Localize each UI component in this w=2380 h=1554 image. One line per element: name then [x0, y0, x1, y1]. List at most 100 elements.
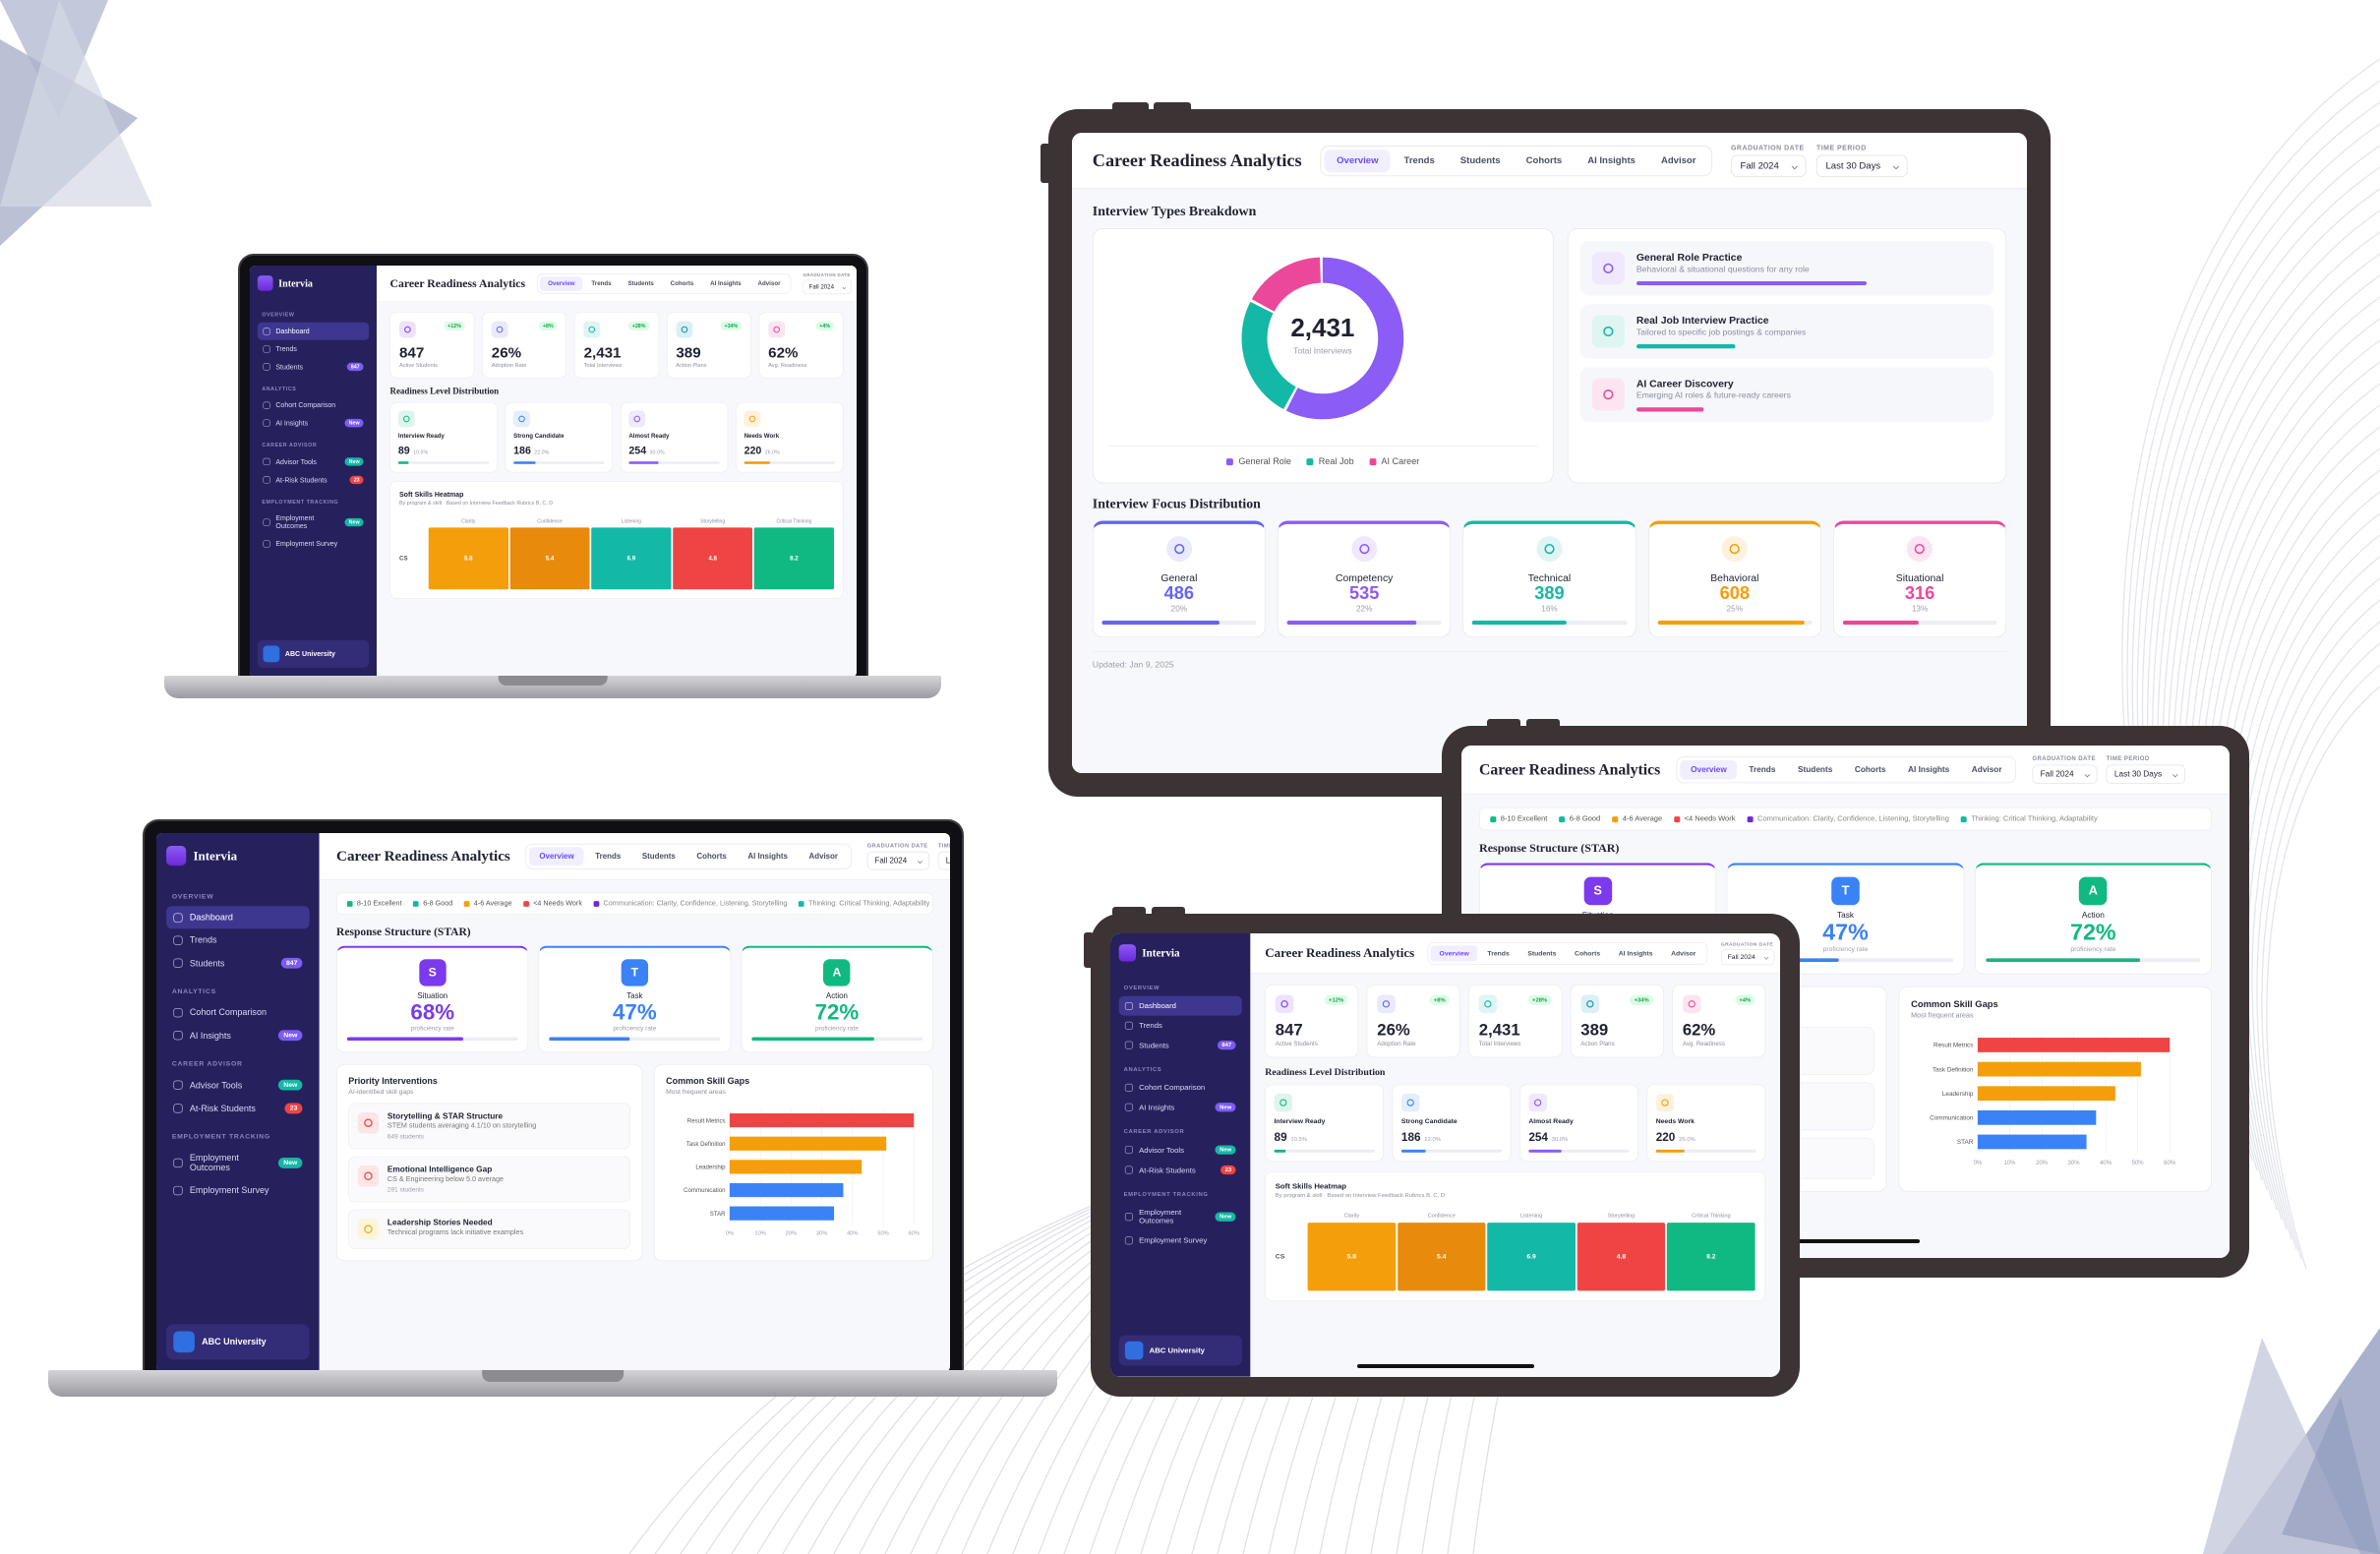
- pattern-line: [2256, 642, 2380, 1250]
- nav-item[interactable]: Cohort Comparison: [1119, 1078, 1242, 1098]
- type-item[interactable]: AI Career Discovery Emerging AI roles & f…: [1579, 367, 1994, 422]
- priority-item-count: 649 students: [387, 1132, 425, 1141]
- tab[interactable]: Overview: [540, 275, 583, 291]
- tab[interactable]: AI Insights: [1587, 154, 1636, 166]
- nav-item[interactable]: Advisor Tools New: [258, 452, 369, 471]
- filter-select[interactable]: Fall 2024: [803, 279, 853, 295]
- nav-item[interactable]: Employment Survey: [1119, 1230, 1242, 1250]
- tab[interactable]: Advisor: [1671, 949, 1696, 957]
- nav-item[interactable]: AI Insights New: [1119, 1098, 1242, 1117]
- nav-item[interactable]: Students 847: [258, 358, 369, 377]
- donut-total: 2,431: [1291, 313, 1355, 342]
- filter-select[interactable]: Last 30 Days: [937, 851, 950, 870]
- tab[interactable]: Cohorts: [1525, 154, 1563, 166]
- filter-select[interactable]: Last 30 Days: [1815, 154, 1908, 178]
- tab[interactable]: Overview: [1680, 759, 1738, 780]
- nav-item[interactable]: Advisor Tools New: [166, 1073, 310, 1097]
- legend-item: 6-8 Good: [1559, 815, 1600, 823]
- nav-item[interactable]: Employment Outcomes New: [258, 509, 369, 535]
- nav-item[interactable]: Dashboard: [1118, 995, 1242, 1016]
- tab[interactable]: Cohorts: [696, 852, 727, 861]
- nav-item[interactable]: Employment Outcomes New: [166, 1146, 310, 1178]
- tab[interactable]: AI Insights: [1618, 949, 1653, 957]
- nav-item[interactable]: At-Risk Students 23: [166, 1097, 310, 1120]
- nav-icon: [173, 1080, 183, 1090]
- filter-select[interactable]: Fall 2024: [1731, 154, 1807, 178]
- updated-note: Updated: Jan 9, 2025: [1092, 651, 2007, 670]
- org-logo: [173, 1331, 195, 1352]
- filter-select[interactable]: Fall 2024: [866, 851, 930, 870]
- triangle: [0, 0, 152, 207]
- nav-icon: [1124, 1166, 1133, 1174]
- focus-card: Situational 316 13%: [1833, 520, 2007, 638]
- nav-item[interactable]: Students 847: [1119, 1035, 1242, 1054]
- donut-chart: 2,431 Total Interviews: [1241, 257, 1404, 420]
- nav-item[interactable]: Trends: [258, 340, 369, 358]
- tab[interactable]: Overview: [1430, 945, 1478, 962]
- kpi-change: +34%: [1630, 994, 1654, 1006]
- nav-section-title: EMPLOYMENT TRACKING: [1123, 1190, 1209, 1198]
- nav-item[interactable]: Dashboard: [166, 906, 310, 929]
- nav-item[interactable]: Dashboard: [257, 322, 370, 340]
- progress-track: [1274, 1149, 1375, 1153]
- legend-label: <4 Needs Work: [533, 899, 582, 908]
- tab[interactable]: Trends: [1403, 154, 1435, 166]
- kpi-change: +28%: [627, 321, 650, 331]
- nav-item[interactable]: Employment Survey: [166, 1179, 310, 1202]
- tab[interactable]: Students: [1797, 764, 1833, 774]
- tab[interactable]: AI Insights: [747, 852, 788, 861]
- tab[interactable]: Overview: [529, 847, 584, 866]
- nav-item[interactable]: AI Insights New: [166, 1024, 310, 1047]
- nav-item[interactable]: Trends: [1119, 1016, 1242, 1036]
- filter-select[interactable]: Fall 2024: [2032, 764, 2098, 785]
- type-item[interactable]: Real Job Interview Practice Tailored to s…: [1579, 304, 1994, 359]
- filter-select[interactable]: Last 30 Days: [2106, 764, 2186, 785]
- tab[interactable]: Cohorts: [1854, 764, 1886, 774]
- type-item[interactable]: General Role Practice Behavioral & situat…: [1579, 241, 1994, 296]
- heatmap-cell: 5.8: [1307, 1223, 1397, 1291]
- donut-legend: General Role Real Job AI Career: [1108, 446, 1538, 467]
- nav-item[interactable]: Advisor Tools New: [1119, 1140, 1242, 1160]
- nav-item[interactable]: Employment Survey: [258, 535, 369, 553]
- nav-item[interactable]: At-Risk Students 23: [1119, 1160, 1242, 1179]
- nav-item[interactable]: AI Insights New: [258, 414, 369, 433]
- tab[interactable]: Students: [1459, 154, 1501, 166]
- icon-shape: [1603, 263, 1614, 273]
- nav-item[interactable]: Cohort Comparison: [166, 1001, 310, 1024]
- nav-item[interactable]: At-Risk Students 23: [258, 471, 369, 490]
- progress-track: [549, 1037, 721, 1042]
- tab[interactable]: Advisor: [1971, 764, 2002, 774]
- nav-item[interactable]: Cohort Comparison: [258, 396, 369, 414]
- home-indicator: [1771, 1239, 1920, 1243]
- tab[interactable]: Trends: [1749, 764, 1776, 774]
- tab[interactable]: Advisor: [808, 852, 839, 861]
- filter-select[interactable]: Fall 2024: [1720, 949, 1775, 966]
- legend-swatch: [1559, 815, 1566, 822]
- nav-label: Cohort Comparison: [275, 400, 336, 409]
- tab[interactable]: Trends: [591, 279, 612, 287]
- tab[interactable]: Cohorts: [1575, 949, 1601, 957]
- nav-item[interactable]: Employment Outcomes New: [1119, 1203, 1242, 1230]
- nav-item[interactable]: Students 847: [166, 951, 310, 975]
- tab[interactable]: Advisor: [1660, 154, 1696, 166]
- tab[interactable]: Students: [1527, 949, 1557, 957]
- progress-fill: [1657, 620, 1805, 626]
- tab[interactable]: Cohorts: [670, 279, 694, 287]
- tab[interactable]: AI Insights: [1908, 764, 1950, 774]
- pattern-line: [2227, 512, 2380, 1191]
- nav-item[interactable]: Trends: [166, 928, 310, 951]
- tab[interactable]: Students: [641, 852, 676, 861]
- tab[interactable]: Advisor: [757, 279, 781, 287]
- tab[interactable]: Trends: [1487, 949, 1510, 957]
- tab[interactable]: Students: [627, 279, 654, 287]
- tablet-button: [1112, 102, 1149, 112]
- legend-swatch: [1306, 458, 1314, 466]
- tab[interactable]: AI Insights: [710, 279, 742, 287]
- tab[interactable]: Overview: [1324, 149, 1391, 172]
- tab[interactable]: Trends: [595, 852, 622, 861]
- nav-label: Employment Outcomes: [275, 513, 315, 530]
- section-title: Response Structure (STAR): [336, 926, 471, 938]
